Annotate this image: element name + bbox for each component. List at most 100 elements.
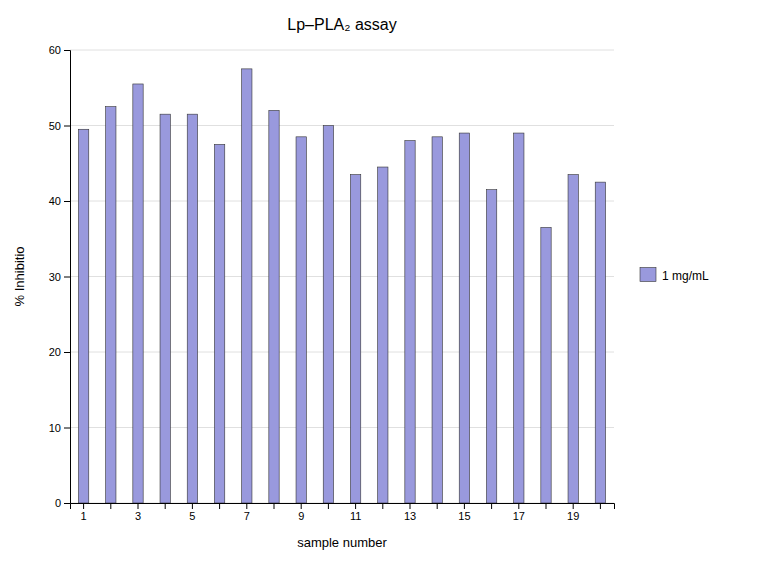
x-tick	[274, 503, 275, 509]
y-tick: 10	[49, 422, 70, 434]
tick-mark	[518, 503, 519, 509]
tick-mark	[301, 503, 302, 509]
tick-mark	[274, 503, 275, 509]
axis-line	[64, 51, 71, 504]
x-axis: 135791113151719	[71, 503, 615, 522]
tick-mark	[110, 503, 111, 509]
x-tick: 19	[567, 503, 579, 522]
bar	[568, 175, 578, 503]
tick-label: 9	[298, 510, 304, 522]
tick-mark	[246, 503, 247, 509]
bar	[133, 84, 143, 503]
tick-label: 11	[350, 510, 361, 522]
title: Lp–PLA₂ assay	[287, 16, 396, 33]
x-tick: 7	[244, 503, 250, 522]
axis-line	[71, 504, 615, 510]
bar	[242, 69, 252, 503]
bars	[78, 69, 605, 503]
tick-mark	[64, 277, 70, 278]
tick-mark	[464, 503, 465, 509]
tick-mark	[546, 503, 547, 509]
bar	[405, 141, 415, 503]
x-tick: 3	[135, 503, 141, 522]
tick-mark	[64, 126, 70, 127]
x-tick	[382, 503, 383, 509]
tick-label: 13	[404, 510, 416, 522]
tick-mark	[64, 201, 70, 202]
bar	[78, 129, 88, 503]
tick-mark	[64, 503, 70, 504]
grid-line	[70, 125, 614, 126]
tick-mark	[64, 428, 70, 429]
tick-mark	[491, 503, 492, 509]
x-tick: 15	[458, 503, 470, 522]
tick-mark	[410, 503, 411, 509]
tick-mark	[83, 503, 84, 509]
tick-label: 3	[135, 510, 141, 522]
tick-mark	[165, 503, 166, 509]
x-tick	[219, 503, 220, 509]
bar	[459, 133, 469, 503]
y-tick: 20	[49, 346, 70, 358]
x-tick: 5	[189, 503, 195, 522]
bar	[350, 175, 360, 503]
tick-mark	[64, 50, 70, 51]
grid	[70, 50, 614, 503]
bar	[541, 227, 551, 503]
tick-label: 7	[244, 510, 250, 522]
bar	[160, 114, 170, 503]
bar	[432, 137, 442, 503]
x-tick: 9	[298, 503, 304, 522]
x-tick	[491, 503, 492, 509]
x-tick: 11	[350, 503, 361, 522]
bar	[595, 182, 605, 503]
y-tick: 0	[55, 497, 70, 509]
legend-label: 1 mg/mL	[662, 269, 709, 283]
tick-label: 20	[49, 346, 61, 358]
y-axis-label: % Inhibitio	[12, 247, 27, 307]
x-tick: 17	[513, 503, 525, 522]
x-tick	[328, 503, 329, 509]
tick-mark	[355, 503, 356, 509]
legend-swatch	[640, 268, 656, 282]
x-tick	[437, 503, 438, 509]
grid-line	[70, 352, 614, 353]
x-tick	[165, 503, 166, 509]
plot-area: 1357911131517190102030405060	[49, 44, 615, 522]
chart: 1357911131517190102030405060Lp–PLA₂ assa…	[0, 0, 764, 563]
bar	[269, 110, 279, 503]
grid-line	[70, 427, 614, 428]
tick-mark	[437, 503, 438, 509]
tick-mark	[600, 503, 601, 509]
tick-mark	[573, 503, 574, 509]
bar	[323, 126, 333, 504]
grid-line	[70, 201, 614, 202]
y-tick: 30	[49, 271, 70, 283]
bar	[187, 114, 197, 503]
tick-label: 1	[81, 510, 87, 522]
y-tick: 50	[49, 120, 70, 132]
tick-mark	[138, 503, 139, 509]
tick-label: 40	[49, 195, 61, 207]
tick-mark	[219, 503, 220, 509]
tick-label: 60	[49, 44, 61, 56]
tick-mark	[382, 503, 383, 509]
x-tick	[546, 503, 547, 509]
tick-mark	[64, 352, 70, 353]
tick-label: 19	[567, 510, 579, 522]
bar	[486, 190, 496, 503]
y-tick: 40	[49, 195, 70, 207]
bar	[214, 144, 224, 503]
x-tick	[600, 503, 601, 509]
tick-label: 50	[49, 120, 61, 132]
y-axis: 0 10 20 30 40 50 60	[49, 44, 71, 509]
tick-label: 17	[513, 510, 525, 522]
tick-mark	[328, 503, 329, 509]
tick-label: 30	[49, 271, 61, 283]
x-tick: 13	[404, 503, 416, 522]
bar	[378, 167, 388, 503]
y-tick: 60	[49, 44, 70, 56]
legend: 1 mg/mL	[640, 268, 709, 283]
grid-line	[70, 50, 614, 51]
x-axis-label: sample number	[297, 535, 387, 550]
